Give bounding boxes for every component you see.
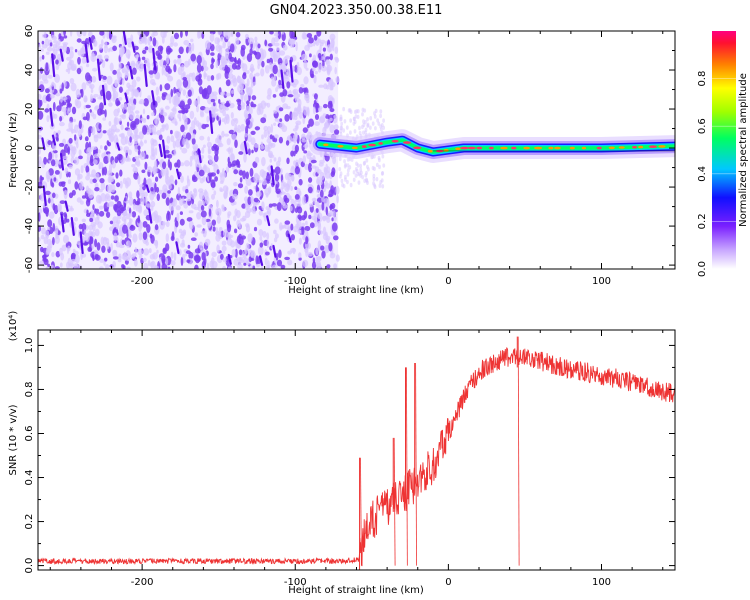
snr-multiplier-label: (x10⁴) — [8, 311, 19, 342]
snr-spike — [517, 336, 520, 566]
x-tick-label: -100 — [284, 577, 307, 588]
colorbar-gradient — [712, 31, 736, 269]
x-tick-label: -100 — [284, 276, 307, 287]
x-tick-label: -200 — [131, 577, 154, 588]
y-tick-label: 0.6 — [24, 426, 35, 442]
snr-x-label: Height of straight line (km) — [288, 585, 424, 596]
x-tick-label: 0 — [445, 276, 451, 287]
snr-spike — [406, 367, 408, 566]
y-tick-label: 0.0 — [24, 558, 35, 574]
x-tick-label: 0 — [445, 577, 451, 588]
snr-y-axis: 0.0 0.2 0.4 0.6 0.8 1.0 — [24, 337, 675, 574]
colorbar-tick-label: 0.4 — [697, 166, 708, 182]
colorbar: 0.0 0.2 0.4 0.6 0.8 Normalized spectral ampl… — [697, 31, 749, 277]
y-tick-label: 1.0 — [24, 337, 35, 353]
noise-speckles — [38, 31, 386, 269]
y-tick-label: 0 — [24, 145, 35, 151]
colorbar-tick-label: 0.8 — [697, 71, 708, 87]
y-tick-label: 0.4 — [24, 470, 35, 486]
snr-panel: -200 -100 0 100 0.0 0.2 0.4 0.6 0.8 1.0 Height o… — [8, 311, 676, 596]
colorbar-ticks: 0.0 0.2 0.4 0.6 0.8 — [697, 71, 736, 277]
snr-frame — [37, 329, 676, 571]
colorbar-tick-label: 0.0 — [697, 261, 708, 277]
y-tick-label: -20 — [24, 179, 35, 195]
snr-y-label: SNR (10 * v/v) — [8, 404, 19, 475]
y-tick-label: -60 — [24, 257, 35, 273]
spectrogram-y-label: Frequency (Hz) — [8, 112, 19, 188]
spectrogram-image — [38, 31, 675, 269]
spectrogram-x-label: Height of straight line (km) — [288, 285, 424, 296]
y-tick-label: 0.2 — [24, 514, 35, 530]
x-tick-label: -200 — [131, 276, 154, 287]
x-tick-label: 100 — [592, 276, 611, 287]
snr-series — [38, 336, 675, 570]
snr-spike — [415, 363, 417, 566]
colorbar-tick-label: 0.6 — [697, 118, 708, 134]
spectrogram-y-axis: 60 40 20 0 -20 -40 -60 — [24, 25, 675, 273]
y-tick-label: -40 — [24, 218, 35, 234]
snr-trace — [38, 347, 675, 567]
colorbar-tick-label: 0.2 — [697, 213, 708, 229]
figure-title: GN04.2023.350.00.38.E11 — [270, 3, 443, 18]
spectrogram-panel: -200 -100 0 100 60 40 20 0 -20 -40 -60 Height of … — [8, 25, 676, 296]
x-tick-label: 100 — [592, 577, 611, 588]
colorbar-label: Normalized spectral amplitude — [738, 73, 749, 227]
spectrogram-x-axis: -200 -100 0 100 — [49, 31, 664, 287]
snr-x-axis: -200 -100 0 100 — [49, 330, 664, 588]
snr-spike — [360, 457, 362, 566]
y-tick-label: 60 — [24, 25, 35, 38]
y-tick-label: 0.8 — [24, 381, 35, 397]
signal-band — [308, 129, 675, 163]
y-tick-label: 20 — [24, 103, 35, 116]
y-tick-label: 40 — [24, 64, 35, 77]
snr-spike — [393, 437, 396, 566]
